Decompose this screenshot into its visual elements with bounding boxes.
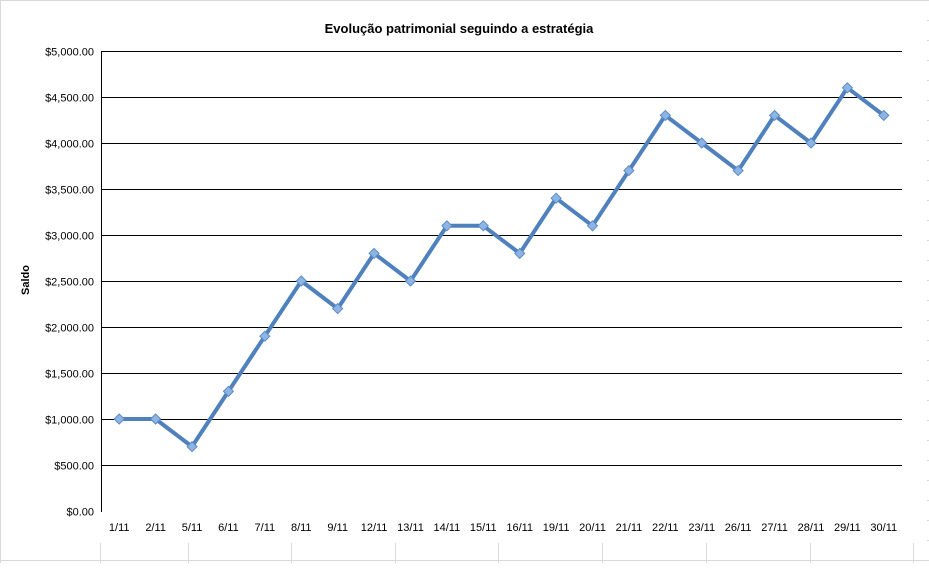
x-tick-label: 1/11 (109, 522, 130, 534)
x-tick-labels: 1/11 2/11 5/11 6/11 7/11 8/11 9/11 12/11 13/11 14… (109, 522, 897, 534)
x-tick-label: 13/11 (397, 522, 424, 534)
data-point (878, 109, 890, 122)
y-tick-label: $500.00 (54, 461, 94, 473)
x-tick-label: 8/11 (291, 522, 312, 534)
x-tick-label: 9/11 (327, 522, 348, 534)
x-tick-label: 7/11 (255, 522, 276, 534)
x-tick-label: 27/11 (761, 522, 788, 534)
y-tick-labels: $0.00 $500.00 $1,000.00 $1,500.00 $2,000.00 $… (45, 47, 94, 519)
x-tick-label: 21/11 (616, 522, 643, 534)
horizontal-gridlines (101, 51, 902, 466)
series-line (119, 85, 886, 449)
data-point (259, 330, 271, 342)
y-tick-label: $0.00 (66, 507, 94, 519)
y-tick-label: $2,500.00 (45, 277, 94, 289)
y-axis-title: Saldo (20, 265, 32, 295)
data-point (696, 137, 708, 149)
data-point (186, 440, 198, 453)
data-point (805, 137, 817, 149)
data-point (331, 302, 344, 315)
data-point (222, 385, 235, 398)
x-tick-label: 5/11 (182, 522, 203, 534)
chart-area (1, 1, 927, 543)
x-tick-label: 30/11 (870, 522, 897, 534)
data-point (149, 413, 162, 425)
data-point (477, 220, 490, 232)
data-point (659, 109, 672, 122)
data-point (732, 164, 744, 177)
x-tick-label: 14/11 (434, 522, 461, 534)
y-tick-label: $1,500.00 (45, 369, 94, 381)
chart-title: Evolução patrimonial seguindo a estratég… (325, 21, 595, 36)
x-tick-label: 22/11 (652, 522, 679, 534)
x-tick-label: 12/11 (361, 522, 388, 534)
data-point (768, 109, 781, 122)
y-tick-label: $4,000.00 (45, 139, 94, 151)
y-tick-label: $2,000.00 (45, 323, 94, 335)
y-tick-label: $4,500.00 (45, 93, 94, 105)
y-tick-label: $3,000.00 (45, 231, 94, 243)
x-tick-label: 19/11 (543, 522, 570, 534)
y-tick-label: $1,000.00 (45, 415, 94, 427)
data-point (404, 275, 417, 287)
x-tick-label: 6/11 (218, 522, 239, 534)
data-point (113, 413, 125, 425)
y-tick-label: $5,000.00 (45, 47, 94, 59)
data-point (441, 220, 453, 232)
data-point (513, 247, 526, 260)
x-tick-label: 29/11 (834, 522, 861, 534)
data-point (295, 275, 307, 287)
data-point (550, 192, 562, 204)
data-point (623, 164, 635, 177)
x-tick-label: 28/11 (798, 522, 825, 534)
x-tick-label: 23/11 (688, 522, 715, 534)
data-point (586, 220, 599, 232)
data-point-markers (113, 82, 890, 453)
x-tick-label: 16/11 (506, 522, 533, 534)
y-tick-label: $3,500.00 (45, 185, 94, 197)
data-point (841, 82, 854, 94)
data-point (368, 247, 380, 260)
x-tick-label: 2/11 (145, 522, 166, 534)
x-tick-label: 26/11 (725, 522, 752, 534)
x-tick-label: 20/11 (579, 522, 606, 534)
x-tick-label: 15/11 (470, 522, 497, 534)
